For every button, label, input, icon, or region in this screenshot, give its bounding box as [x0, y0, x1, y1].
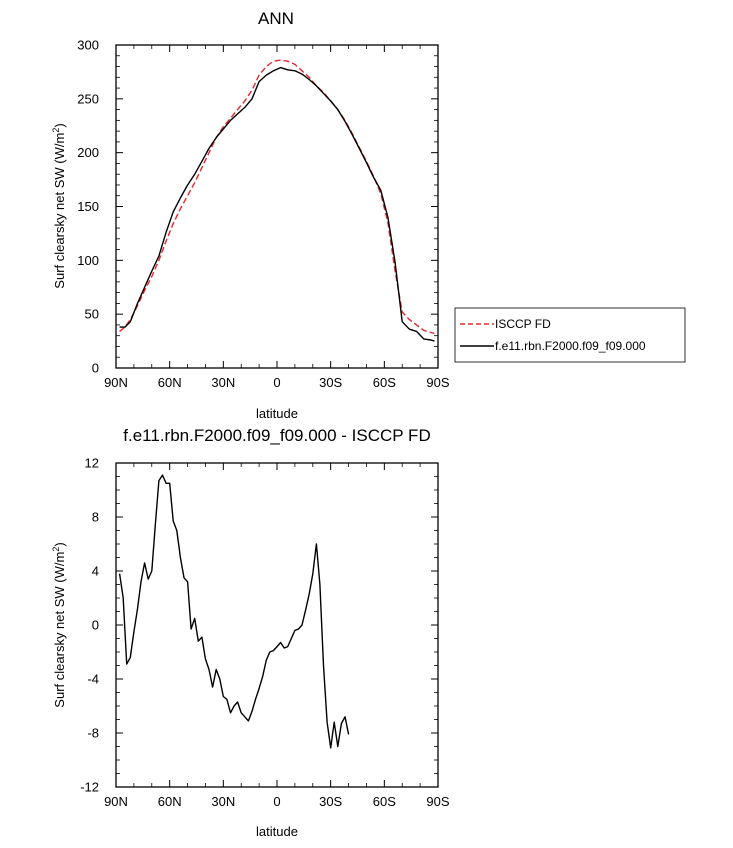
bottom-y-tick-label: 4 — [92, 564, 99, 579]
top-plot-frame — [115, 44, 439, 369]
top-x-tick-label: 60N — [158, 375, 182, 390]
legend: ISCCP FD f.e11.rbn.F2000.f09_f09.000 — [454, 307, 686, 363]
bottom-x-tick-label: 90S — [426, 794, 449, 809]
legend-label-isccp: ISCCP FD — [495, 317, 551, 331]
bottom-x-tick-label: 60S — [373, 794, 396, 809]
bottom-x-tick-label: 30N — [211, 794, 235, 809]
top-chart-title: ANN — [258, 9, 294, 28]
top-panel: ANN 90N 60N 30N 0 30S 60S 90S 0 50 100 150 200 250 30… — [51, 9, 450, 421]
bottom-y-tick-label: 8 — [92, 510, 99, 525]
top-y-tick-label: 100 — [77, 253, 99, 268]
bottom-series-line-0 — [118, 474, 350, 749]
bottom-y-tick-label: -4 — [87, 672, 99, 687]
top-x-tick-label: 60S — [373, 375, 396, 390]
top-y-tick-label: 300 — [77, 38, 99, 53]
top-series — [119, 59, 435, 342]
bottom-plot-frame — [115, 462, 439, 788]
top-x-axis-label: latitude — [256, 406, 298, 421]
bottom-x-tick-label: 60N — [158, 794, 182, 809]
bottom-x-tick-label: 90N — [104, 794, 128, 809]
legend-label-model: f.e11.rbn.F2000.f09_f09.000 — [495, 339, 646, 353]
bottom-panel: f.e11.rbn.F2000.f09_f09.000 - ISCCP FD 9… — [51, 426, 450, 839]
top-ticks — [115, 44, 439, 369]
top-x-tick-label: 90N — [104, 375, 128, 390]
bottom-ticks — [115, 462, 439, 788]
top-x-tick-label: 0 — [273, 375, 280, 390]
bottom-x-tick-label: 0 — [273, 794, 280, 809]
top-y-tick-label: 150 — [77, 199, 99, 214]
bottom-y-tick-label: 12 — [85, 456, 99, 471]
top-tick-labels: 90N 60N 30N 0 30S 60S 90S 0 50 100 150 200 250 300 — [77, 38, 450, 391]
top-y-axis-label: Surf clearsky net SW (W/m2) — [51, 123, 67, 288]
top-y-tick-label: 0 — [92, 361, 99, 376]
legend-box — [454, 307, 686, 363]
bottom-y-tick-label: 0 — [92, 618, 99, 633]
top-x-tick-label: 30S — [319, 375, 342, 390]
top-series-line-1 — [119, 66, 435, 342]
top-y-tick-label: 250 — [77, 91, 99, 106]
top-x-tick-label: 90S — [426, 375, 449, 390]
bottom-y-tick-label: -12 — [80, 780, 99, 795]
top-series-line-0 — [119, 59, 435, 335]
bottom-series — [118, 474, 350, 749]
bottom-chart-title: f.e11.rbn.F2000.f09_f09.000 - ISCCP FD — [123, 426, 430, 445]
bottom-x-axis-label: latitude — [256, 824, 298, 839]
bottom-y-axis-label: Surf clearsky net SW (W/m2) — [51, 542, 67, 707]
bottom-x-tick-label: 30S — [319, 794, 342, 809]
top-x-tick-label: 30N — [211, 375, 235, 390]
top-y-tick-label: 200 — [77, 145, 99, 160]
bottom-tick-labels: 90N 60N 30N 0 30S 60S 90S -12 -8 -4 0 4 8 12 — [80, 456, 450, 810]
top-y-tick-label: 50 — [85, 307, 99, 322]
bottom-y-tick-label: -8 — [87, 726, 99, 741]
